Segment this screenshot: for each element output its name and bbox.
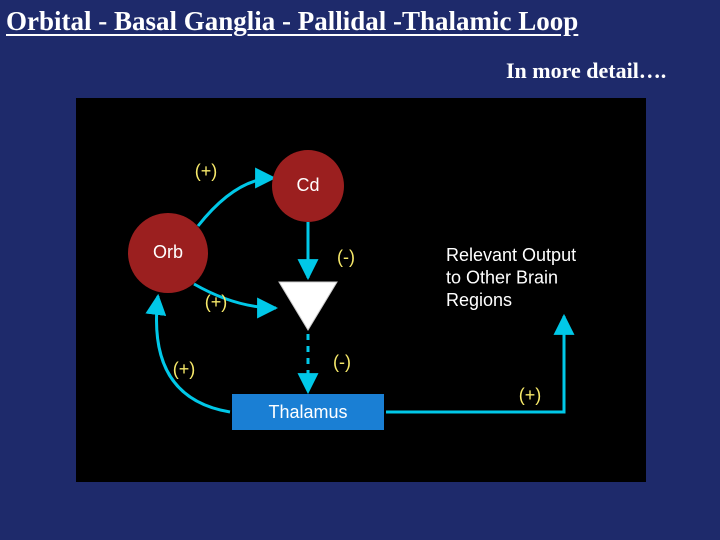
edge-sign-thalamus-orb: (+)	[173, 359, 196, 379]
nodes-group: Orb Cd Gp Thalamus	[128, 150, 384, 430]
slide-subtitle: In more detail….	[506, 58, 666, 84]
edge-sign-cd-gp: (-)	[337, 247, 355, 267]
node-gp-label: Gp	[297, 293, 318, 310]
diagram-svg: (+) (-) (+) (-) (+) (+) Orb Cd Gp Thalamus Relevan…	[76, 98, 646, 482]
edge-sign-gp-thalamus: (-)	[333, 352, 351, 372]
edge-sign-thalamus-output: (+)	[519, 385, 542, 405]
node-thalamus-label: Thalamus	[268, 402, 347, 422]
output-text-line: Relevant Output	[446, 245, 576, 265]
edge-sign-orb-cd: (+)	[195, 161, 218, 181]
slide: Orbital - Basal Ganglia - Pallidal -Thal…	[0, 0, 720, 540]
node-cd-label: Cd	[296, 175, 319, 195]
edge-thalamus-orb	[157, 296, 231, 412]
edge-orb-cd	[198, 178, 274, 226]
edge-sign-orb-gp: (+)	[205, 292, 228, 312]
diagram-figure: (+) (-) (+) (-) (+) (+) Orb Cd Gp Thalamus Relevan…	[76, 98, 646, 482]
slide-title: Orbital - Basal Ganglia - Pallidal -Thal…	[6, 6, 714, 37]
node-orb-label: Orb	[153, 242, 183, 262]
output-text-line: Regions	[446, 290, 512, 310]
output-text-line: to Other Brain	[446, 267, 558, 287]
